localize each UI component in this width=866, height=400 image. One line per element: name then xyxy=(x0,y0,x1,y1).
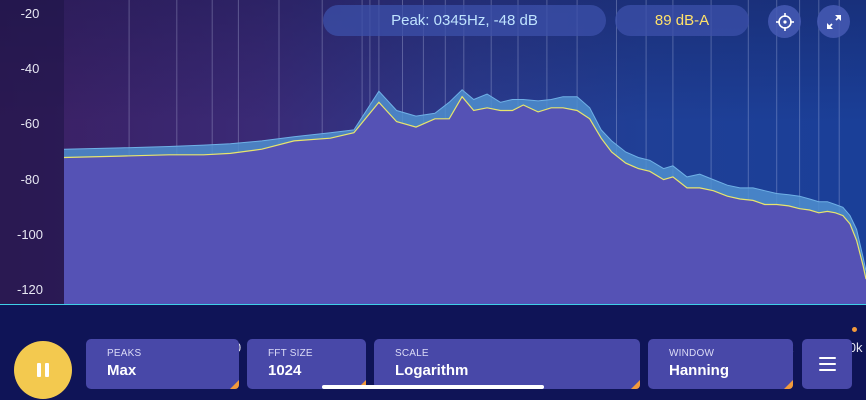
peaks-value: Max xyxy=(107,362,137,379)
scale-control[interactable]: SCALE Logarithm xyxy=(374,339,640,389)
window-value: Hanning xyxy=(669,362,729,379)
y-tick-label: -100 xyxy=(16,226,44,242)
scale-value: Logarithm xyxy=(395,362,469,379)
home-indicator[interactable] xyxy=(322,385,544,389)
level-readout[interactable]: 89 dB-A xyxy=(615,5,749,36)
dropdown-corner-indicator xyxy=(784,380,793,389)
pause-button[interactable] xyxy=(14,341,72,399)
fft-size-control[interactable]: FFT SIZE 1024 xyxy=(247,339,366,389)
pause-icon xyxy=(37,363,41,377)
x-axis-line xyxy=(0,304,866,305)
y-tick-label: -20 xyxy=(20,5,40,21)
peaks-control[interactable]: PEAKS Max xyxy=(86,339,239,389)
fft-size-label: FFT SIZE xyxy=(268,348,313,359)
target-button[interactable] xyxy=(768,5,801,38)
expand-button[interactable] xyxy=(817,5,850,38)
hamburger-menu-icon xyxy=(818,357,836,359)
live-spectrum-area xyxy=(64,96,866,304)
y-tick-label: -80 xyxy=(20,171,40,187)
peak-readout-text: Peak: 0345Hz, -48 dB xyxy=(391,12,538,29)
window-label: WINDOW xyxy=(669,348,715,359)
spectrum-chart[interactable] xyxy=(0,0,866,305)
live-spectrum-line xyxy=(63,95,866,280)
peak-hold-band xyxy=(64,89,866,280)
hamburger-menu-line xyxy=(818,363,836,365)
peaks-label: PEAKS xyxy=(107,348,142,359)
scale-label: SCALE xyxy=(395,348,429,359)
y-axis-band xyxy=(0,0,64,305)
status-dot xyxy=(852,327,857,332)
expand-arrows-icon xyxy=(826,14,841,29)
dropdown-corner-indicator xyxy=(631,380,640,389)
hamburger-menu-line xyxy=(818,369,836,371)
dropdown-corner-indicator xyxy=(357,380,366,389)
fft-size-value: 1024 xyxy=(268,362,302,379)
peak-hold-line xyxy=(63,89,866,271)
y-tick-label: -60 xyxy=(20,116,40,132)
pause-icon-bar xyxy=(45,363,49,377)
crosshair-icon xyxy=(775,12,794,31)
menu-button[interactable] xyxy=(802,339,852,389)
level-readout-text: 89 dB-A xyxy=(654,12,710,29)
peak-readout[interactable]: Peak: 0345Hz, -48 dB xyxy=(323,5,606,36)
y-tick-label: -40 xyxy=(20,61,40,77)
dropdown-corner-indicator xyxy=(230,380,239,389)
window-control[interactable]: WINDOW Hanning xyxy=(648,339,793,389)
y-tick-label: -120 xyxy=(16,282,44,298)
